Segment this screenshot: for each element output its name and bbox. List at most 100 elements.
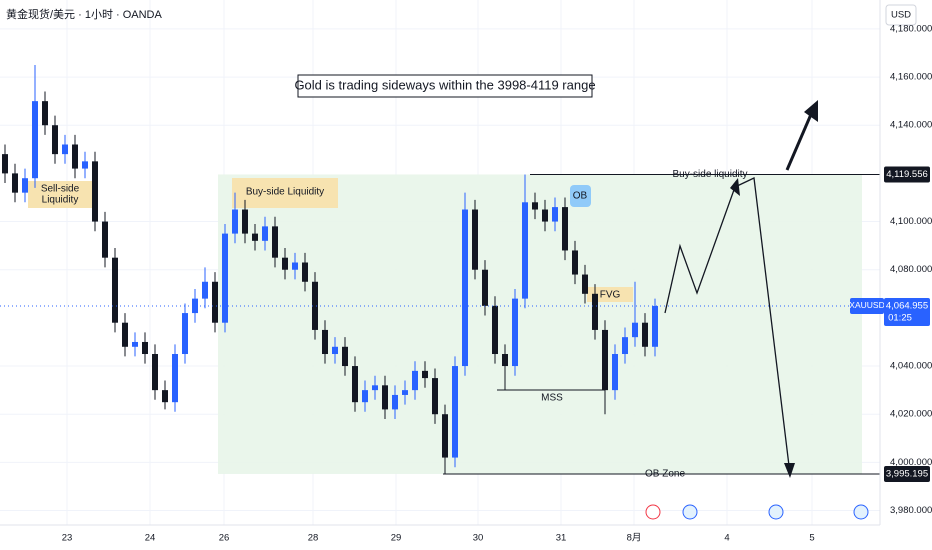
candle-body xyxy=(362,390,368,403)
candle-body xyxy=(172,354,178,403)
mss-label: MSS xyxy=(541,393,563,404)
candle-body xyxy=(12,173,18,193)
candle-body xyxy=(632,322,638,338)
candle-body xyxy=(582,274,588,294)
candle-body xyxy=(382,385,388,410)
candle-body xyxy=(192,298,198,314)
candle-body xyxy=(642,322,648,347)
x-tick-label: 5 xyxy=(809,533,814,544)
event-icon[interactable] xyxy=(853,504,869,520)
fvg-box xyxy=(587,287,633,302)
candle-body xyxy=(442,414,448,458)
candle-body xyxy=(602,329,608,391)
candle-body xyxy=(592,293,598,330)
candle-body xyxy=(512,298,518,367)
candle-body xyxy=(82,161,88,169)
candle-body xyxy=(162,390,168,403)
candle-body xyxy=(42,101,48,126)
candle-body xyxy=(242,209,248,234)
candle-body xyxy=(342,346,348,367)
x-tick-label: 31 xyxy=(556,533,567,544)
candle-body xyxy=(22,178,28,193)
candle-body xyxy=(292,262,298,270)
price-label: 3,995.195 xyxy=(886,468,928,479)
x-tick-label: 24 xyxy=(145,533,156,544)
chart-title: Gold is trading sideways within the 3998… xyxy=(294,77,595,92)
candle-body xyxy=(482,269,488,306)
up-arrow xyxy=(785,111,814,171)
countdown: 01:25 xyxy=(888,312,912,323)
symbol-label: XAUUSD xyxy=(849,300,884,310)
candle-body xyxy=(182,313,188,355)
y-tick-label: 4,040.000 xyxy=(890,361,932,372)
candle-body xyxy=(422,370,428,379)
candle-body xyxy=(562,207,568,251)
y-tick-label: 4,140.000 xyxy=(890,120,932,131)
candle-body xyxy=(432,378,438,415)
candle-body xyxy=(452,366,458,458)
candle-body xyxy=(262,226,268,241)
x-tick-label: 29 xyxy=(391,533,402,544)
candle-body xyxy=(522,202,528,299)
x-tick-label: 8月 xyxy=(627,533,642,544)
candle-body xyxy=(142,341,148,355)
candle-body xyxy=(462,209,468,367)
candle-body xyxy=(332,346,338,355)
candle-body xyxy=(572,250,578,275)
current-price-label: 4,064.955 xyxy=(886,300,928,311)
y-axis: 3,980.000 4,000.000 4,020.000 4,040.000 4,08… xyxy=(0,0,932,526)
candle-body xyxy=(412,370,418,391)
x-tick-label: 4 xyxy=(724,533,729,544)
candle-body xyxy=(252,233,258,241)
candle-body xyxy=(552,207,558,222)
candle-body xyxy=(52,125,58,155)
candle-body xyxy=(302,262,308,282)
candle-body xyxy=(212,281,218,323)
candle-body xyxy=(72,144,78,169)
candle-body xyxy=(532,202,538,210)
candle-body xyxy=(352,366,358,403)
candle-body xyxy=(132,341,138,347)
currency: USD xyxy=(891,10,911,21)
candle-body xyxy=(542,209,548,222)
x-tick-label: 30 xyxy=(473,533,484,544)
candle-body xyxy=(312,281,318,330)
candle-body xyxy=(622,337,628,355)
sell-side-label: Sell-side xyxy=(41,184,80,195)
candle-body xyxy=(272,226,278,258)
x-tick-label: 23 xyxy=(62,533,73,544)
candle-body xyxy=(112,257,118,323)
candle-body xyxy=(402,390,408,395)
price-label-box xyxy=(884,166,930,183)
sell-side-box xyxy=(28,181,92,208)
arrowhead xyxy=(730,178,740,196)
candle-body xyxy=(472,209,478,270)
x-axis: 23 24 26 28 29 30 31 8月 4 5 xyxy=(62,533,815,544)
symbol-header: 黄金现货/美元 · 1小时 · OANDA xyxy=(6,7,163,21)
title-box xyxy=(297,74,593,98)
candle-body xyxy=(2,154,8,174)
candle-body xyxy=(502,354,508,367)
candle-body xyxy=(612,354,618,391)
event-icon[interactable] xyxy=(645,504,661,520)
candle-body xyxy=(222,233,228,323)
event-icon[interactable] xyxy=(768,504,784,520)
buy-side-label: Buy-side Liquidity xyxy=(246,187,324,198)
candle-body xyxy=(102,221,108,258)
candle-body xyxy=(152,354,158,391)
ob-label: OB xyxy=(573,191,588,202)
y-tick-label: 3,980.000 xyxy=(890,505,932,516)
ob-zone-label: OB Zone xyxy=(645,469,685,480)
price-label: 4,119.556 xyxy=(886,169,928,180)
y-tick-label: 4,080.000 xyxy=(890,264,932,275)
candle-body xyxy=(62,144,68,155)
arrowhead xyxy=(804,100,818,122)
candles xyxy=(2,65,658,474)
currency-button[interactable] xyxy=(885,4,917,26)
candle-body xyxy=(492,305,498,355)
candle-body xyxy=(122,322,128,347)
y-tick-label: 4,020.000 xyxy=(890,409,932,420)
event-icon[interactable] xyxy=(682,504,698,520)
candle-body xyxy=(232,209,238,234)
